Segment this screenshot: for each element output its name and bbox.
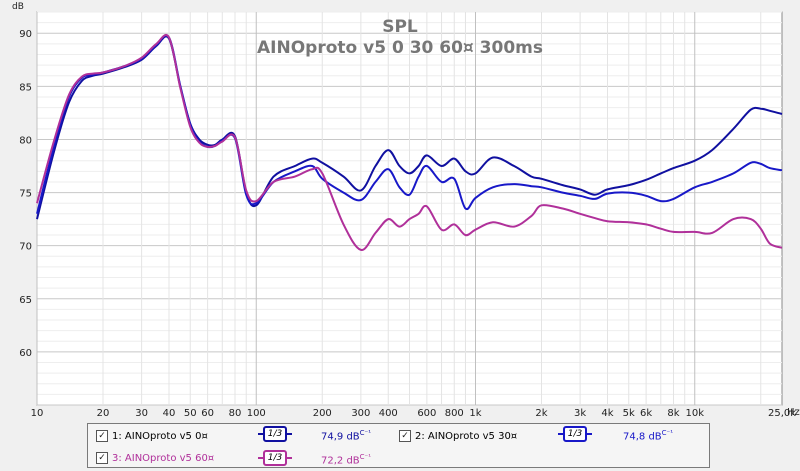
legend: ✓ 1: AINOproto v5 0¤ 1/3 74,9 dBC⁻¹ ✓ 2:… — [87, 423, 710, 468]
x-tick-label: 400 — [379, 408, 398, 419]
smoothing-indicator-1[interactable]: 1/3 — [258, 426, 292, 442]
y-tick-label: 80 — [19, 135, 32, 146]
y-tick-label: 60 — [19, 348, 32, 359]
y-axis-label: dB — [12, 2, 24, 12]
smoothing-label-1: 1/3 — [263, 426, 287, 442]
x-tick-label: 6k — [640, 408, 652, 419]
legend-average-1: 74,9 dBC⁻¹ — [321, 429, 372, 443]
x-tick-label: 3k — [574, 408, 586, 419]
y-tick-label: 65 — [19, 295, 32, 306]
x-tick-label: 100 — [247, 408, 266, 419]
x-tick-label: 300 — [351, 408, 370, 419]
legend-label-2: 2: AINOproto v5 30¤ — [415, 430, 518, 442]
legend-checkbox-2[interactable]: ✓ — [399, 430, 411, 442]
legend-label-1: 1: AINOproto v5 0¤ — [112, 430, 208, 442]
legend-item-1[interactable]: ✓ 1: AINOproto v5 0¤ — [96, 427, 208, 445]
legend-checkbox-1[interactable]: ✓ — [96, 430, 108, 442]
x-tick-label: 40 — [163, 408, 176, 419]
x-tick-label: 2k — [535, 408, 547, 419]
x-tick-label: 4k — [601, 408, 613, 419]
legend-label-3: 3: AINOproto v5 60¤ — [112, 452, 215, 464]
x-tick-label: 20 — [97, 408, 110, 419]
x-tick-label: 5k — [623, 408, 635, 419]
smoothing-indicator-3[interactable]: 1/3 — [258, 450, 292, 466]
legend-item-2[interactable]: ✓ 2: AINOproto v5 30¤ — [399, 427, 517, 445]
grid — [36, 11, 782, 406]
y-tick-label: 75 — [19, 189, 32, 200]
x-tick-label: 10k — [685, 408, 704, 419]
x-tick-label: 1k — [469, 408, 481, 419]
smoothing-indicator-2[interactable]: 1/3 — [558, 426, 592, 442]
legend-item-3[interactable]: ✓ 3: AINOproto v5 60¤ — [96, 449, 214, 467]
series-line-1 — [36, 35, 783, 220]
legend-checkbox-3[interactable]: ✓ — [96, 452, 108, 464]
y-tick-label: 90 — [19, 29, 32, 40]
x-tick-label: 60 — [201, 408, 214, 419]
x-tick-label: 30 — [135, 408, 148, 419]
chart-title: SPL — [382, 17, 418, 37]
x-tick-label: 600 — [417, 408, 436, 419]
series-line-3 — [36, 33, 783, 251]
chart-subtitle: AINOproto v5 0 30 60¤ 300ms — [257, 38, 543, 58]
y-tick-labels: 60 65 70 75 80 85 90 — [19, 29, 32, 359]
x-tick-label: 50 — [184, 408, 197, 419]
x-axis-label: Hz — [787, 407, 800, 418]
x-tick-labels: 10 20 30 40 50 60 80 100 200 300 400 600 800 1k 2k 3k 4k… — [31, 408, 797, 419]
legend-average-3: 72,2 dBC⁻¹ — [321, 453, 372, 467]
series-lines — [36, 33, 783, 251]
smoothing-label-2: 1/3 — [563, 426, 587, 442]
x-tick-label: 10 — [31, 408, 44, 419]
x-tick-label: 25,0k — [768, 408, 796, 419]
x-tick-label: 8k — [667, 408, 679, 419]
smoothing-label-3: 1/3 — [263, 450, 287, 466]
y-tick-label: 70 — [19, 242, 32, 253]
x-tick-label: 80 — [229, 408, 242, 419]
legend-average-2: 74,8 dBC⁻¹ — [623, 429, 674, 443]
x-tick-label: 800 — [445, 408, 464, 419]
x-tick-label: 200 — [313, 408, 332, 419]
y-tick-label: 85 — [19, 82, 32, 93]
